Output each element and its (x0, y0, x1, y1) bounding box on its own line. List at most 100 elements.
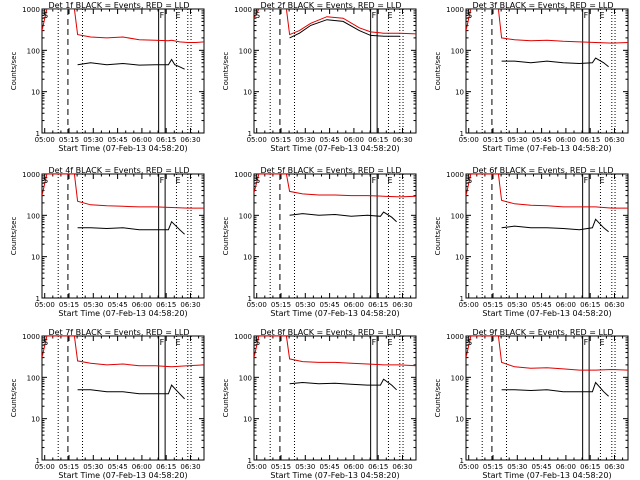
x-tick-label: 05:45 (108, 463, 128, 471)
marker-e-label: E (600, 176, 605, 185)
marker-f-label: F (160, 338, 165, 347)
x-axis-label: Start Time (07-Feb-13 04:58:20) (482, 309, 611, 318)
panel-det-5: Det 5f BLACK = Events, RED = LLD 1 10 100 10… (222, 166, 417, 318)
series-group (254, 336, 416, 391)
x-tick-label: 06:00 (344, 301, 364, 309)
panel-det-4: Det 4f BLACK = Events, RED = LLD 1 10 100 10… (10, 166, 205, 318)
marker-f-label: F (372, 11, 377, 20)
marker-s-label: S (255, 338, 260, 347)
plot-frame (253, 335, 417, 461)
marker-s-label: S (43, 11, 48, 20)
series-line-lld (466, 9, 628, 44)
x-tick-label: 06:30 (604, 463, 624, 471)
y-tick-label: 1000 (446, 6, 464, 14)
x-tick-label: 05:30 (507, 136, 527, 144)
marker-f-label: F (372, 338, 377, 347)
x-tick-label: 05:30 (295, 136, 315, 144)
panel-title: Det 1f BLACK = Events, RED = LLD (48, 1, 189, 10)
y-tick-label: 1000 (234, 171, 252, 179)
marker-e-label: E (176, 11, 181, 20)
series-line-lld (254, 336, 416, 367)
y-axis-label: Counts/sec (10, 217, 18, 256)
x-tick-label: 06:00 (556, 136, 576, 144)
x-tick-label: 05:00 (459, 463, 479, 471)
panel-det-3: Det 3f BLACK = Events, RED = LLD 1 10 100 10… (434, 1, 629, 153)
x-axis-label: Start Time (07-Feb-13 04:58:20) (270, 144, 399, 153)
x-tick-label: 06:30 (604, 136, 624, 144)
x-tick-label: 06:15 (156, 463, 176, 471)
panel-det-1: Det 1f BLACK = Events, RED = LLD 1 10 100 10… (10, 1, 205, 153)
x-tick-label: 06:00 (344, 136, 364, 144)
plot-frame (41, 173, 205, 299)
x-tick-label: 05:15 (271, 136, 291, 144)
x-tick-label: 05:15 (483, 136, 503, 144)
x-axis-label: Start Time (07-Feb-13 04:58:20) (58, 471, 187, 480)
y-tick-label: 10 (243, 89, 252, 97)
series-line-events (77, 220, 185, 235)
y-axis-label: Counts/sec (222, 52, 230, 91)
y-tick-label: 100 (27, 47, 40, 55)
x-tick-label: 05:15 (271, 463, 291, 471)
series-line-events (501, 381, 609, 397)
plot-frame (253, 8, 417, 134)
y-tick-label: 10 (31, 416, 40, 424)
y-tick-label: 1 (460, 130, 464, 138)
marker-s-label: S (43, 338, 48, 347)
y-axis-label: Counts/sec (434, 379, 442, 418)
x-tick-label: 06:15 (368, 301, 388, 309)
y-tick-label: 1 (248, 295, 252, 303)
x-tick-label: 06:30 (392, 136, 412, 144)
series-line-events (289, 19, 400, 39)
marker-lines (269, 336, 404, 460)
x-tick-label: 06:15 (580, 301, 600, 309)
x-tick-label: 06:30 (392, 463, 412, 471)
y-tick-label: 1000 (234, 6, 252, 14)
y-axis-label: Counts/sec (434, 217, 442, 256)
y-axis-label: Counts/sec (222, 379, 230, 418)
x-tick-label: 05:00 (247, 301, 267, 309)
x-tick-label: 05:30 (83, 301, 103, 309)
x-tick-label: 05:00 (247, 463, 267, 471)
y-tick-label: 100 (239, 47, 252, 55)
x-axis-label: Start Time (07-Feb-13 04:58:20) (270, 471, 399, 480)
x-tick-label: 05:15 (59, 463, 79, 471)
x-tick-label: 05:15 (483, 301, 503, 309)
y-axis-label: Counts/sec (10, 52, 18, 91)
x-tick-label: 06:15 (156, 301, 176, 309)
x-tick-label: 06:00 (132, 463, 152, 471)
marker-s-label: S (255, 176, 260, 185)
y-tick-label: 1000 (446, 333, 464, 341)
series-group (466, 9, 628, 68)
x-tick-label: 06:15 (368, 463, 388, 471)
x-tick-label: 06:00 (132, 301, 152, 309)
series-line-events (289, 211, 397, 223)
y-tick-label: 10 (243, 416, 252, 424)
marker-e-label: E (600, 11, 605, 20)
x-tick-label: 06:15 (156, 136, 176, 144)
marker-s-label: S (467, 11, 472, 20)
y-axis-label: Counts/sec (10, 379, 18, 418)
plot-frame (41, 335, 205, 461)
x-tick-label: 06:30 (604, 301, 624, 309)
marker-lines (481, 9, 616, 133)
plot-frame (465, 335, 629, 461)
y-tick-label: 10 (455, 416, 464, 424)
marker-lines (481, 174, 616, 298)
x-tick-label: 05:30 (295, 463, 315, 471)
marker-s-label: S (43, 176, 48, 185)
x-tick-label: 06:30 (392, 301, 412, 309)
marker-f-label: F (584, 11, 589, 20)
marker-e-label: E (388, 338, 393, 347)
x-tick-label: 05:00 (459, 301, 479, 309)
y-tick-label: 100 (239, 374, 252, 382)
x-tick-label: 05:15 (59, 136, 79, 144)
x-axis-label: Start Time (07-Feb-13 04:58:20) (482, 144, 611, 153)
y-tick-label: 10 (455, 254, 464, 262)
x-tick-label: 05:15 (271, 301, 291, 309)
x-tick-label: 05:00 (35, 463, 55, 471)
y-tick-label: 1000 (234, 333, 252, 341)
x-axis-label: Start Time (07-Feb-13 04:58:20) (58, 309, 187, 318)
y-tick-label: 100 (451, 374, 464, 382)
